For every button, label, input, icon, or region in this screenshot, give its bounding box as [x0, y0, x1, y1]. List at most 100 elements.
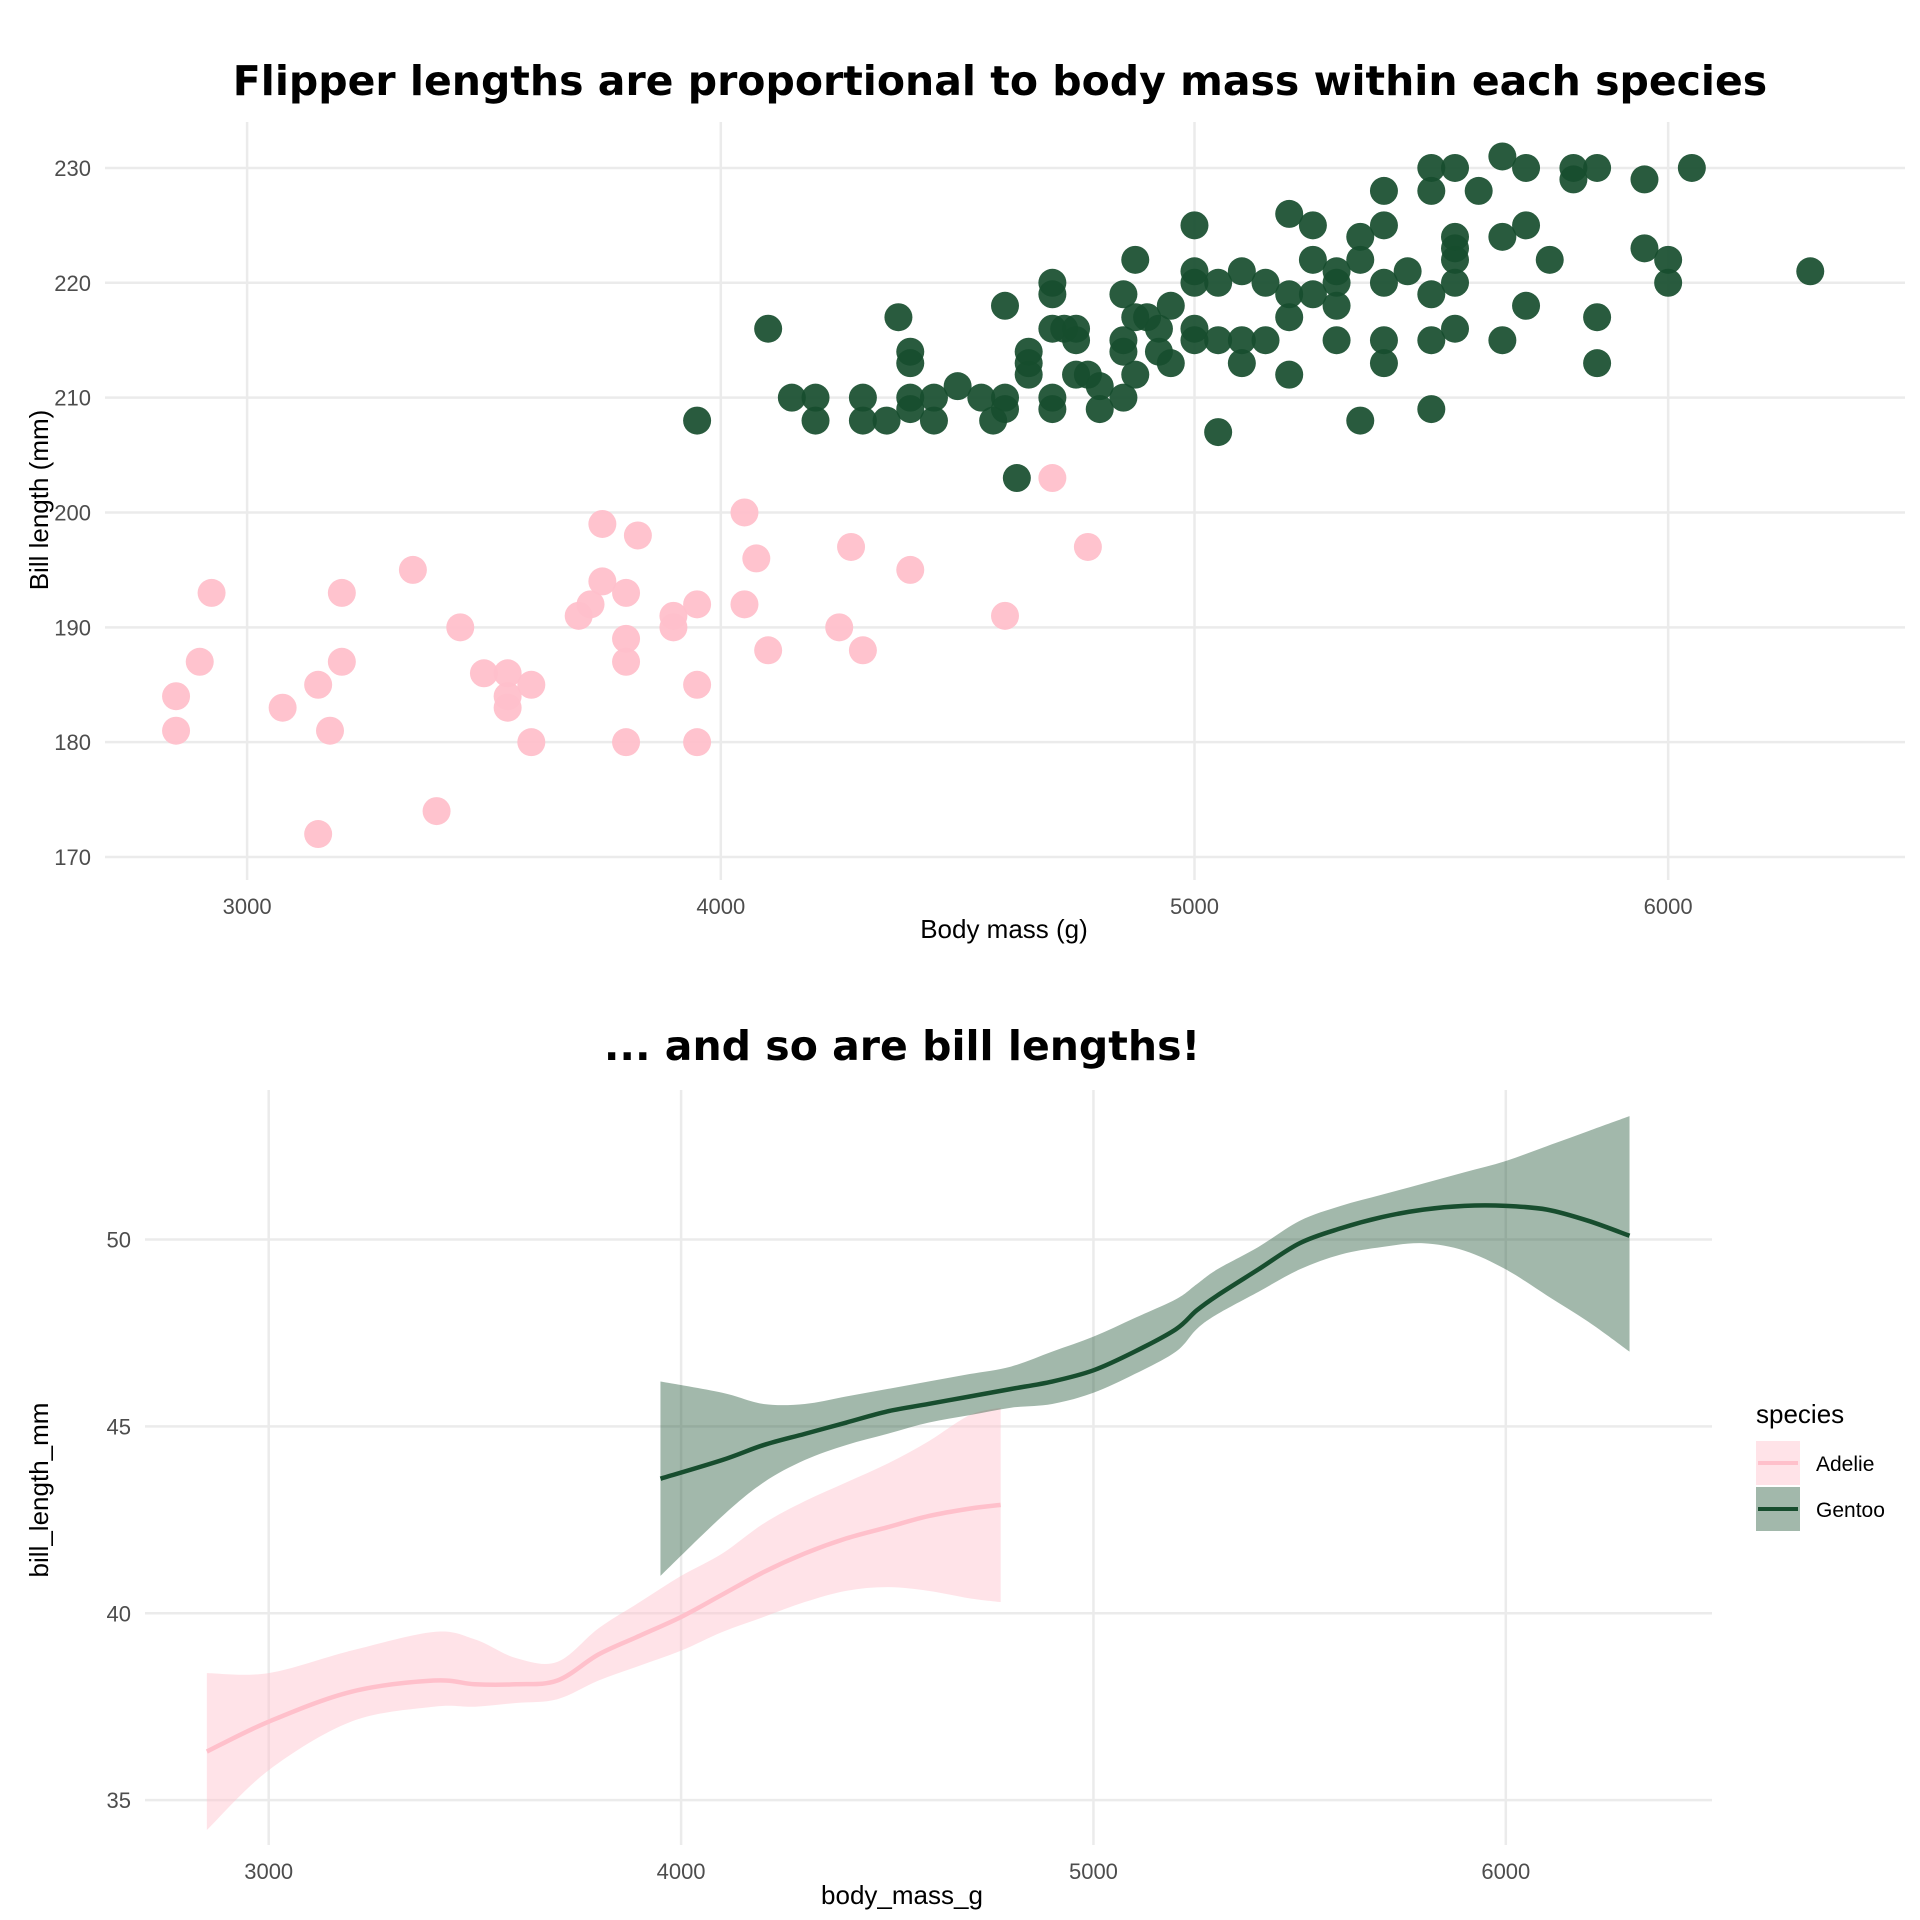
point-gentoo	[943, 372, 972, 401]
scatter-y-tick-label: 190	[54, 615, 91, 640]
legend-item-gentoo: Gentoo	[1756, 1487, 1885, 1531]
smooth-x-tick-label: 3000	[244, 1859, 293, 1884]
point-gentoo	[1251, 326, 1280, 355]
point-gentoo	[1204, 268, 1233, 297]
scatter-y-tick-label: 220	[54, 271, 91, 296]
point-adelie	[493, 693, 522, 722]
point-gentoo	[1417, 280, 1446, 309]
point-adelie	[517, 728, 546, 757]
point-gentoo	[848, 406, 877, 435]
smooth-y-tick-label: 45	[107, 1414, 131, 1439]
smooth-panel: ... and so are bill lengths! 35 40 45 50 30…	[24, 1022, 1712, 1910]
point-gentoo	[1109, 337, 1138, 366]
point-gentoo	[1535, 245, 1564, 274]
scatter-y-tick-label: 170	[54, 845, 91, 870]
point-adelie	[683, 670, 712, 699]
scatter-y-tick-label: 230	[54, 156, 91, 181]
scatter-x-axis-label: Body mass (g)	[920, 914, 1088, 944]
smooth-x-tick-label: 5000	[1069, 1859, 1118, 1884]
scatter-y-ticks: 170 180 190 200 210 220 230	[54, 156, 91, 870]
scatter-title: Flipper lengths are proportional to body…	[233, 57, 1767, 105]
point-gentoo	[1275, 360, 1304, 389]
point-gentoo	[1275, 199, 1304, 228]
point-adelie	[576, 590, 605, 619]
scatter-y-tick-label: 180	[54, 730, 91, 755]
scatter-panel: Flipper lengths are proportional to body…	[24, 57, 1905, 944]
point-adelie	[623, 521, 652, 550]
point-gentoo	[1441, 153, 1469, 182]
smooth-line-adelie	[205, 1502, 1001, 1754]
scatter-x-tick-label: 3000	[223, 894, 272, 919]
point-gentoo	[991, 291, 1019, 320]
point-gentoo	[919, 383, 948, 412]
point-gentoo	[1488, 222, 1517, 251]
point-gentoo	[1583, 303, 1612, 332]
point-adelie	[162, 716, 191, 745]
scatter-y-axis-label: Bill length (mm)	[24, 410, 54, 591]
point-adelie	[327, 647, 356, 676]
smooth-y-axis-label: bill_length_mm	[24, 1403, 54, 1578]
point-gentoo	[919, 406, 948, 435]
point-gentoo	[1369, 268, 1398, 297]
point-gentoo	[848, 383, 877, 412]
point-adelie	[304, 820, 333, 849]
point-adelie	[162, 682, 191, 711]
point-gentoo	[1227, 326, 1256, 355]
smooth-title: ... and so are bill lengths!	[604, 1022, 1200, 1070]
point-gentoo	[1654, 268, 1683, 297]
smooth-y-tick-label: 50	[107, 1228, 131, 1253]
point-gentoo	[1298, 245, 1327, 274]
point-gentoo	[1109, 280, 1138, 309]
point-adelie	[896, 555, 925, 584]
point-gentoo	[1322, 268, 1351, 297]
point-adelie	[268, 693, 297, 722]
point-adelie	[754, 636, 783, 665]
point-adelie	[730, 498, 759, 527]
point-gentoo	[1559, 165, 1588, 194]
point-gentoo	[1121, 360, 1150, 389]
smooth-y-ticks: 35 40 45 50	[107, 1228, 131, 1814]
point-gentoo	[1488, 326, 1517, 355]
point-gentoo	[1369, 211, 1398, 240]
point-gentoo	[1346, 222, 1375, 251]
point-adelie	[588, 567, 617, 596]
point-gentoo	[1417, 326, 1446, 355]
scatter-x-ticks: 3000 4000 5000 6000	[223, 894, 1693, 919]
point-gentoo	[1630, 165, 1659, 194]
point-adelie	[398, 555, 427, 584]
point-gentoo	[1417, 395, 1446, 424]
point-gentoo	[1512, 291, 1541, 320]
point-adelie	[197, 578, 226, 607]
point-gentoo	[1322, 326, 1351, 355]
point-gentoo	[1121, 245, 1150, 274]
point-adelie	[327, 578, 356, 607]
point-gentoo	[1512, 153, 1541, 182]
point-gentoo	[1144, 314, 1173, 343]
point-gentoo	[1322, 291, 1351, 320]
confidence-band-adelie	[206, 1407, 1001, 1831]
smooth-gridlines	[145, 1090, 1712, 1845]
legend-item-adelie: Adelie	[1756, 1441, 1874, 1485]
scatter-x-tick-label: 4000	[696, 894, 745, 919]
point-adelie	[825, 613, 854, 642]
point-gentoo	[991, 395, 1019, 424]
legend: species Adelie Gentoo	[1756, 1399, 1885, 1531]
point-gentoo	[896, 349, 925, 378]
point-gentoo	[1583, 349, 1612, 378]
point-gentoo	[1677, 153, 1706, 182]
point-gentoo	[1109, 383, 1138, 412]
scatter-gridlines	[105, 122, 1905, 880]
point-gentoo	[1062, 326, 1091, 355]
point-gentoo	[872, 406, 901, 435]
point-adelie	[612, 728, 641, 757]
scatter-y-tick-label: 200	[54, 500, 91, 525]
smooth-x-tick-label: 6000	[1481, 1859, 1530, 1884]
point-gentoo	[777, 383, 806, 412]
point-gentoo	[1227, 349, 1256, 378]
point-gentoo	[1369, 326, 1398, 355]
legend-title: species	[1756, 1399, 1844, 1429]
point-gentoo	[754, 314, 783, 343]
point-gentoo	[1464, 176, 1493, 205]
point-gentoo	[1156, 291, 1185, 320]
